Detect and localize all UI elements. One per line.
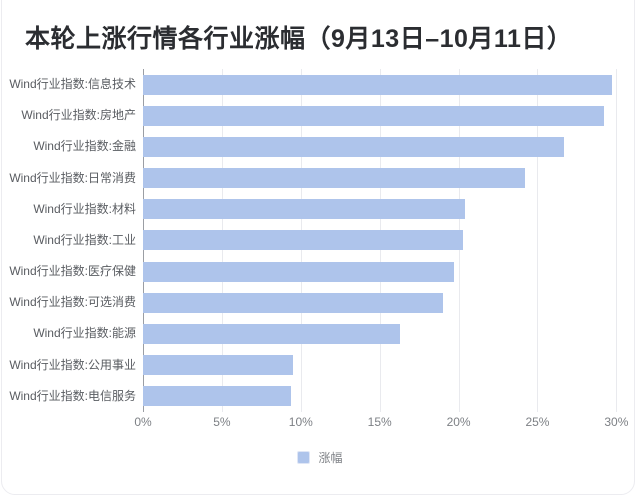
category-label: Wind行业指数:工业 — [33, 232, 136, 247]
bar[interactable] — [143, 168, 525, 189]
category-label: Wind行业指数:日常消费 — [9, 170, 136, 185]
bar-row: Wind行业指数:信息技术 — [0, 69, 640, 100]
bar-row: Wind行业指数:能源 — [0, 318, 640, 349]
bar[interactable] — [143, 386, 292, 407]
x-tick-label: 15% — [367, 415, 392, 429]
legend-label: 涨幅 — [318, 451, 343, 465]
x-tick-label: 5% — [213, 415, 231, 429]
bar-row: Wind行业指数:医疗保健 — [0, 256, 640, 287]
bar[interactable] — [143, 199, 465, 220]
bar-row: Wind行业指数:公用事业 — [0, 350, 640, 381]
bar[interactable] — [143, 324, 401, 345]
category-label: Wind行业指数:公用事业 — [9, 357, 136, 372]
gridline — [616, 69, 618, 412]
legend-swatch-icon — [297, 451, 311, 464]
category-label: Wind行业指数:金融 — [33, 139, 136, 154]
x-tick-label: 30% — [604, 415, 629, 429]
legend-item[interactable]: 涨幅 — [0, 449, 640, 466]
bar[interactable] — [143, 230, 464, 251]
bar-rows: Wind行业指数:信息技术 Wind行业指数:房地产 Wind行业指数:金融 Wind… — [0, 69, 640, 412]
category-label: Wind行业指数:电信服务 — [9, 388, 136, 403]
x-tick-label: 25% — [525, 415, 550, 429]
bar-row: Wind行业指数:电信服务 — [0, 381, 640, 412]
bar[interactable] — [143, 261, 454, 282]
bar[interactable] — [143, 105, 604, 126]
x-axis-labels: 0% 5% 10% 15% 20% 25% 30% — [134, 415, 629, 429]
category-label: Wind行业指数:房地产 — [21, 108, 136, 123]
category-label: Wind行业指数:信息技术 — [9, 77, 136, 91]
bar-row: Wind行业指数:金融 — [0, 131, 640, 162]
x-tick-label: 20% — [446, 415, 471, 429]
bar[interactable] — [143, 136, 565, 157]
bar-row: Wind行业指数:材料 — [0, 194, 640, 225]
category-label: Wind行业指数:医疗保健 — [9, 264, 136, 279]
category-label: Wind行业指数:可选消费 — [9, 295, 136, 310]
x-tick-label: 0% — [134, 415, 152, 429]
bar-row: Wind行业指数:房地产 — [0, 100, 640, 131]
category-label: Wind行业指数:材料 — [33, 201, 136, 216]
bar-row: Wind行业指数:日常消费 — [0, 163, 640, 194]
category-label: Wind行业指数:能源 — [33, 326, 136, 341]
bar[interactable] — [143, 74, 612, 95]
bar[interactable] — [143, 355, 293, 376]
bar-row: Wind行业指数:工业 — [0, 225, 640, 256]
bar-row: Wind行业指数:可选消费 — [0, 287, 640, 318]
chart-title: 本轮上涨行情各行业涨幅（9月13日–10月11日） — [25, 25, 573, 53]
x-tick-label: 10% — [288, 415, 313, 429]
gridline — [537, 69, 539, 412]
bar[interactable] — [143, 292, 443, 313]
